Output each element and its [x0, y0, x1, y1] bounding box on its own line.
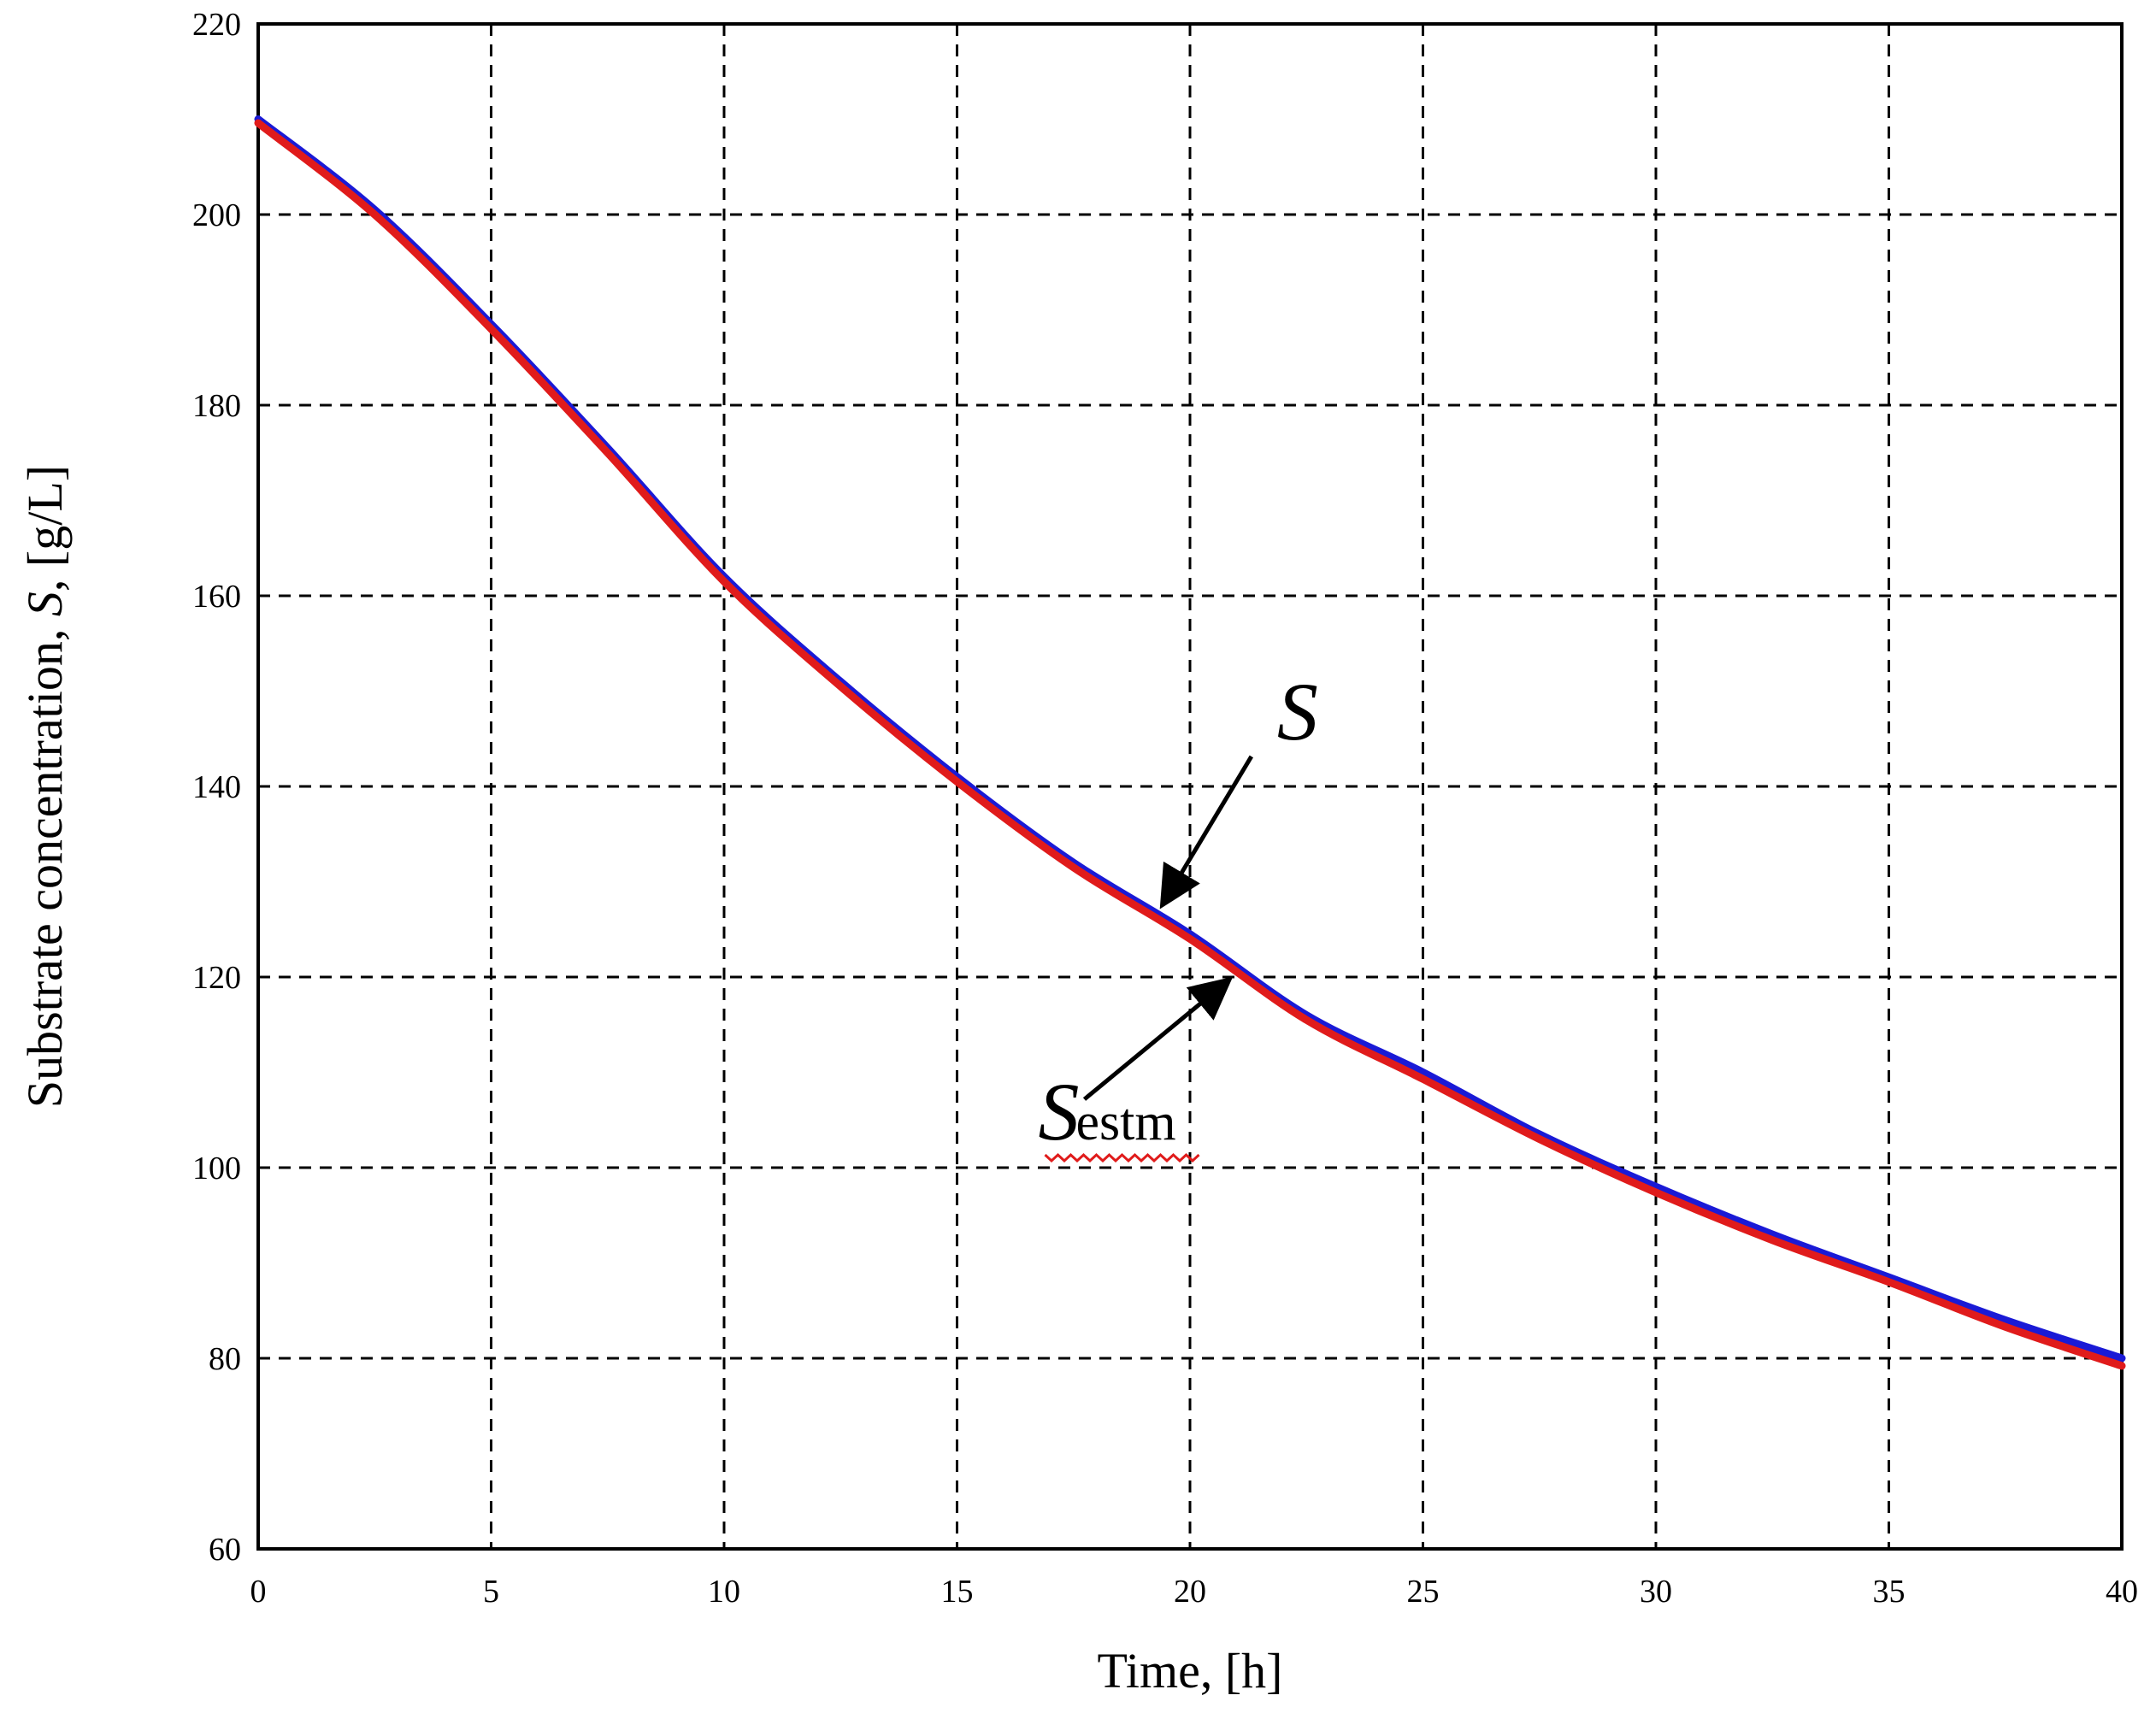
series-line-0	[254, 115, 2126, 1363]
series-group	[254, 115, 2126, 1370]
y-axis-label: Substrate concentration, S, [g/L]	[17, 465, 73, 1108]
y-tick-label: 100	[192, 1151, 241, 1186]
y-axis-label-part3: , [g/L]	[17, 465, 73, 592]
y-tick-label: 140	[192, 769, 241, 805]
plot-frame	[256, 22, 2124, 1551]
spellcheck-squiggle	[1044, 1152, 1200, 1163]
grid	[258, 24, 2122, 1549]
arrow-s	[1159, 755, 1253, 909]
y-tick-label: 160	[192, 579, 241, 615]
x-tick-label: 0	[250, 1574, 267, 1610]
x-ticks: 0 5 10 15 20 25 30 35 40	[250, 1574, 2139, 1610]
series-line-1	[254, 119, 2126, 1370]
y-tick-label: 220	[192, 7, 241, 43]
x-tick-label: 35	[1873, 1574, 1906, 1610]
y-ticks: 60 80 100 120 140 160 180 200 220	[192, 7, 241, 1568]
x-tick-label: 30	[1640, 1574, 1672, 1610]
y-axis-label-part1: Substrate concentration,	[17, 616, 73, 1108]
arrow-sestm	[1082, 976, 1234, 1101]
y-axis-label-symbol: S	[17, 592, 73, 616]
y-tick-label: 200	[192, 197, 241, 233]
x-tick-label: 15	[941, 1574, 974, 1610]
x-tick-label: 5	[483, 1574, 499, 1610]
x-axis-label: Time, [h]	[1098, 1643, 1283, 1698]
annotation-sestm: Sestm	[1039, 976, 1234, 1163]
x-tick-label: 10	[708, 1574, 740, 1610]
annotation-s: S	[1159, 666, 1318, 909]
y-tick-label: 180	[192, 388, 241, 424]
x-tick-label: 20	[1174, 1574, 1206, 1610]
y-tick-label: 120	[192, 960, 241, 996]
y-tick-label: 80	[209, 1341, 241, 1377]
label-s: S	[1277, 666, 1318, 757]
label-sestm-main: S	[1039, 1066, 1080, 1157]
label-sestm-sub: estm	[1076, 1093, 1176, 1151]
y-tick-label: 60	[209, 1532, 241, 1568]
label-sestm: Sestm	[1039, 1066, 1176, 1157]
x-tick-label: 40	[2106, 1574, 2138, 1610]
x-tick-label: 25	[1407, 1574, 1440, 1610]
